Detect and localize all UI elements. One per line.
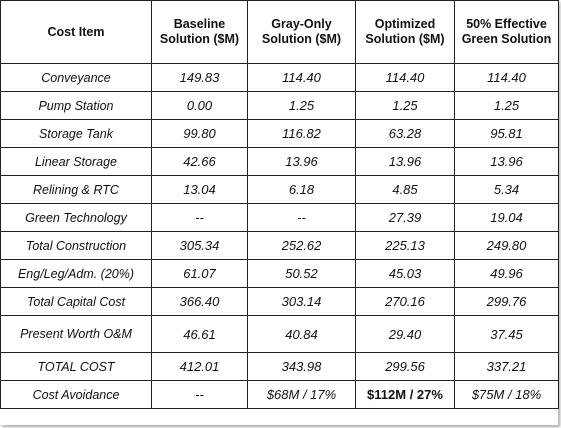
header-gray-only: Gray-Only Solution ($M)	[247, 0, 356, 64]
table-row: Linear Storage 42.66 13.96 13.96 13.96	[0, 147, 559, 176]
cell-gray-only: 252.62	[247, 231, 356, 260]
row-label: Cost Avoidance	[0, 380, 152, 409]
cell-green: 249.80	[454, 231, 559, 260]
table-row: Cost Avoidance -- $68M / 17% $112M / 27%…	[0, 380, 559, 409]
table-row: Relining & RTC 13.04 6.18 4.85 5.34	[0, 175, 559, 204]
cell-green: 337.21	[454, 352, 559, 381]
cell-gray-only: $68M / 17%	[247, 380, 356, 409]
cell-green: 95.81	[454, 119, 559, 148]
row-label: Relining & RTC	[0, 175, 152, 204]
cell-gray-only: 303.14	[247, 287, 356, 316]
header-green: 50% Effective Green Solution	[454, 0, 559, 64]
table-row: Green Technology -- -- 27.39 19.04	[0, 203, 559, 232]
cell-green: 37.45	[454, 315, 559, 353]
cell-optimized: 45.03	[355, 259, 455, 288]
row-label: Linear Storage	[0, 147, 152, 176]
cell-optimized: 225.13	[355, 231, 455, 260]
cell-green: 5.34	[454, 175, 559, 204]
cell-optimized: 4.85	[355, 175, 455, 204]
row-label: Green Technology	[0, 203, 152, 232]
cost-comparison-table: Cost Item Baseline Solution ($M) Gray-On…	[0, 0, 559, 409]
cell-optimized: 27.39	[355, 203, 455, 232]
table-row: Eng/Leg/Adm. (20%) 61.07 50.52 45.03 49.…	[0, 259, 559, 288]
cell-green: 114.40	[454, 63, 559, 92]
cell-baseline: --	[151, 203, 248, 232]
row-label: Conveyance	[0, 63, 152, 92]
cell-green: 49.96	[454, 259, 559, 288]
cell-gray-only: 6.18	[247, 175, 356, 204]
cell-optimized: 1.25	[355, 91, 455, 120]
cell-gray-only: 13.96	[247, 147, 356, 176]
cell-baseline: 13.04	[151, 175, 248, 204]
table-row: Total Construction 305.34 252.62 225.13 …	[0, 231, 559, 260]
row-label: Pump Station	[0, 91, 152, 120]
cell-baseline: 46.61	[151, 315, 248, 353]
cell-green: 19.04	[454, 203, 559, 232]
row-label: Total Construction	[0, 231, 152, 260]
cell-green: 299.76	[454, 287, 559, 316]
cell-optimized: 63.28	[355, 119, 455, 148]
cell-gray-only: --	[247, 203, 356, 232]
cell-gray-only: 1.25	[247, 91, 356, 120]
cell-gray-only: 343.98	[247, 352, 356, 381]
cell-baseline: --	[151, 380, 248, 409]
cell-optimized: $112M / 27%	[355, 380, 455, 409]
row-label: Total Capital Cost	[0, 287, 152, 316]
row-label: Eng/Leg/Adm. (20%)	[0, 259, 152, 288]
cell-baseline: 412.01	[151, 352, 248, 381]
cell-baseline: 99.80	[151, 119, 248, 148]
cell-gray-only: 40.84	[247, 315, 356, 353]
cell-green: $75M / 18%	[454, 380, 559, 409]
table-row: Conveyance 149.83 114.40 114.40 114.40	[0, 63, 559, 92]
table-row: TOTAL COST 412.01 343.98 299.56 337.21	[0, 352, 559, 381]
table-row: Pump Station 0.00 1.25 1.25 1.25	[0, 91, 559, 120]
table-row: Storage Tank 99.80 116.82 63.28 95.81	[0, 119, 559, 148]
cell-optimized: 13.96	[355, 147, 455, 176]
row-label: Present Worth O&M	[0, 315, 152, 353]
table-row: Present Worth O&M 46.61 40.84 29.40 37.4…	[0, 315, 559, 353]
cell-green: 1.25	[454, 91, 559, 120]
cell-baseline: 149.83	[151, 63, 248, 92]
cell-baseline: 61.07	[151, 259, 248, 288]
header-optimized: Optimized Solution ($M)	[355, 0, 455, 64]
cell-optimized: 299.56	[355, 352, 455, 381]
cell-gray-only: 114.40	[247, 63, 356, 92]
header-baseline: Baseline Solution ($M)	[151, 0, 248, 64]
cell-baseline: 42.66	[151, 147, 248, 176]
cell-baseline: 366.40	[151, 287, 248, 316]
header-row: Cost Item Baseline Solution ($M) Gray-On…	[0, 0, 559, 64]
cell-optimized: 29.40	[355, 315, 455, 353]
cell-optimized: 114.40	[355, 63, 455, 92]
table-row: Total Capital Cost 366.40 303.14 270.16 …	[0, 287, 559, 316]
cell-baseline: 0.00	[151, 91, 248, 120]
cell-optimized: 270.16	[355, 287, 455, 316]
row-label: Storage Tank	[0, 119, 152, 148]
row-label: TOTAL COST	[0, 352, 152, 381]
cell-green: 13.96	[454, 147, 559, 176]
cell-baseline: 305.34	[151, 231, 248, 260]
header-cost-item: Cost Item	[0, 0, 152, 64]
cell-gray-only: 50.52	[247, 259, 356, 288]
cell-gray-only: 116.82	[247, 119, 356, 148]
